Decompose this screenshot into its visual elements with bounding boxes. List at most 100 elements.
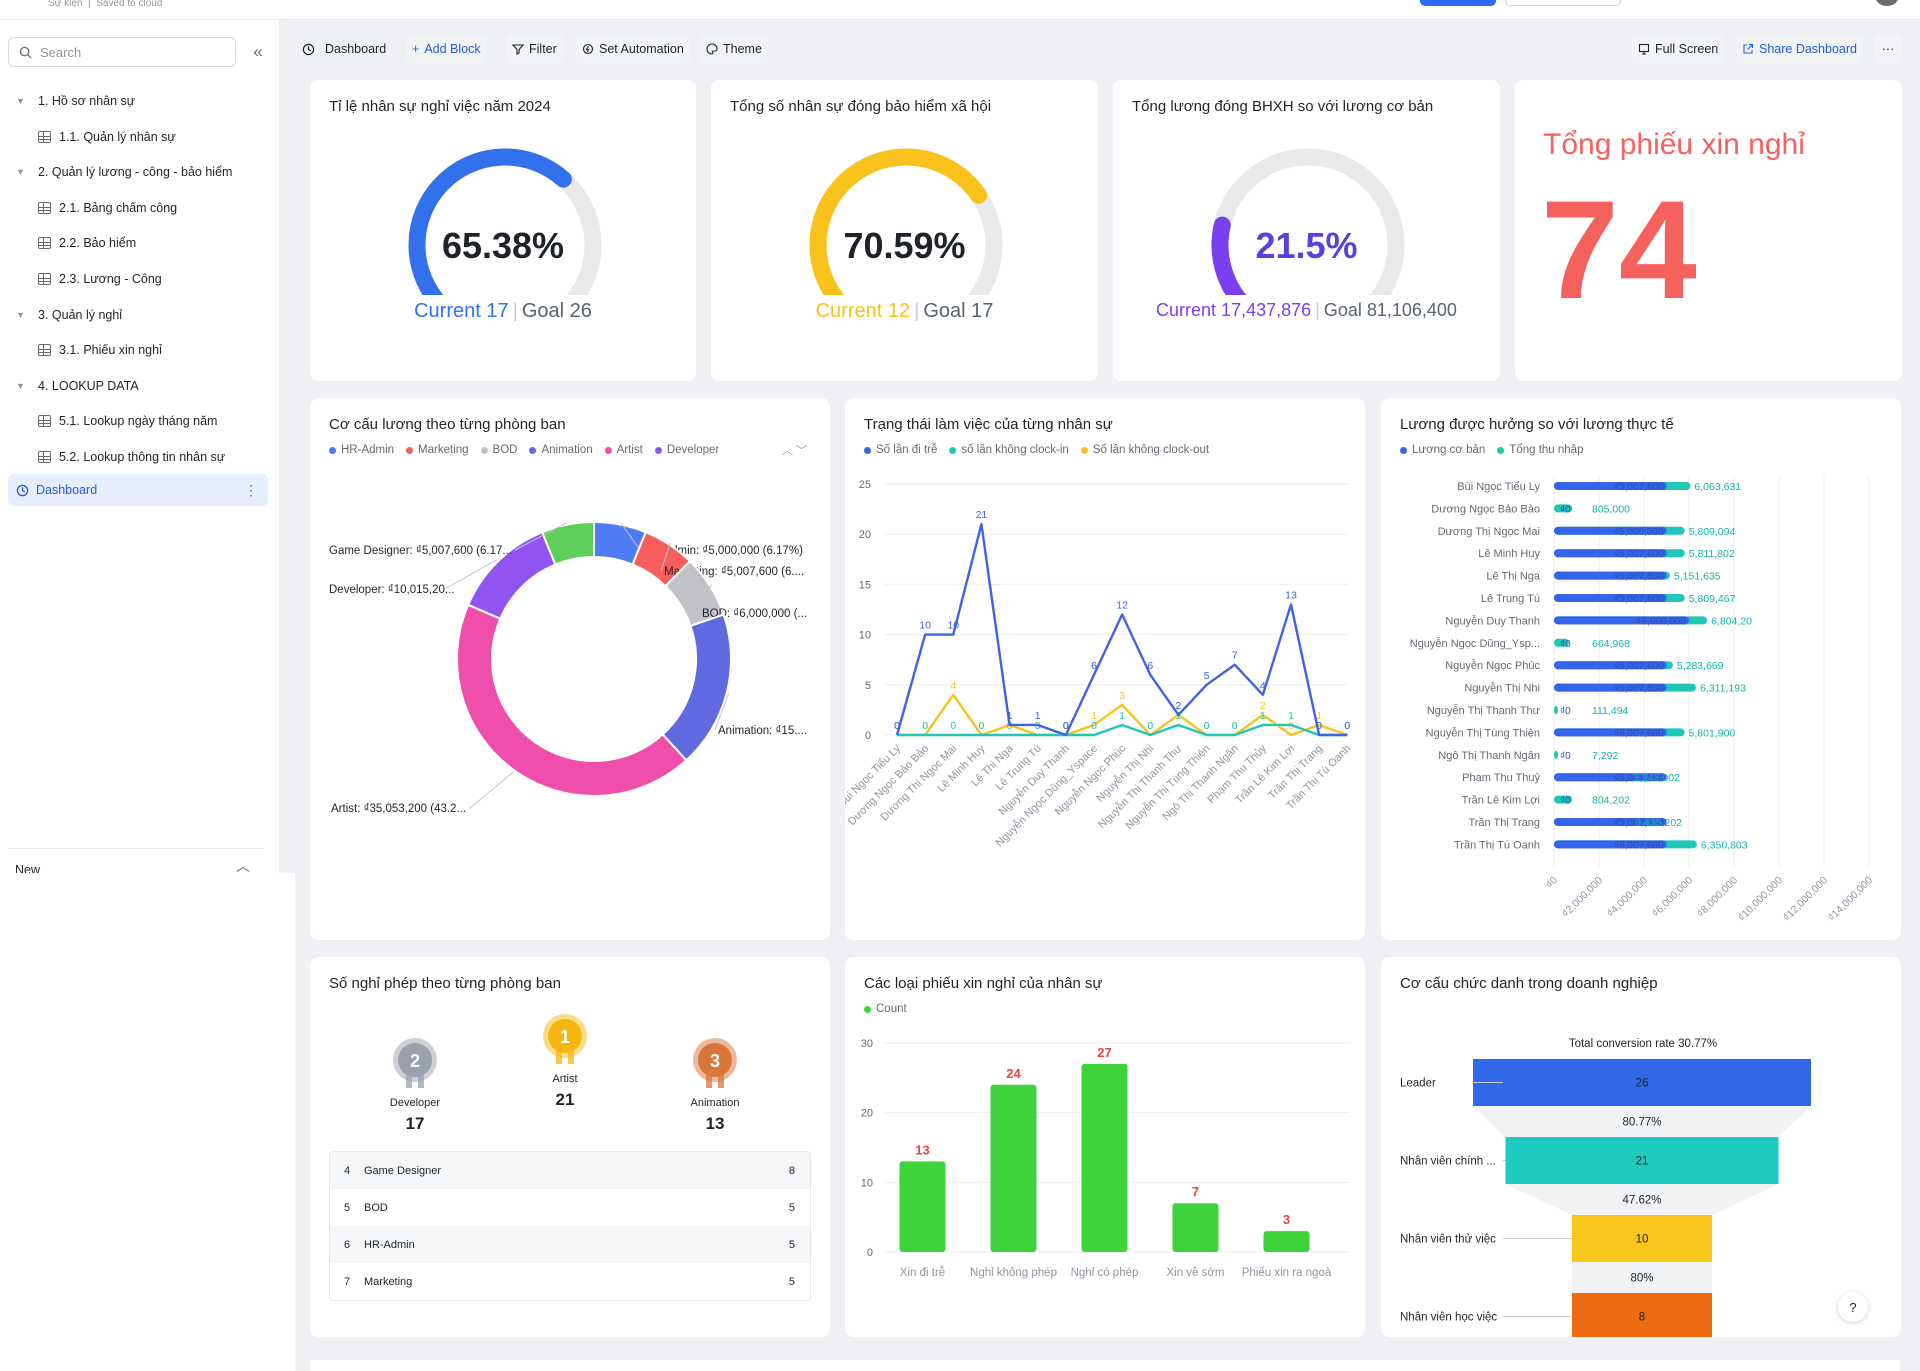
help-icon[interactable]: ?: [1838, 1292, 1868, 1322]
sidebar-item[interactable]: 3.1. Phiếu xin nghỉ: [38, 335, 162, 365]
avatar[interactable]: [1876, 0, 1898, 6]
table-row[interactable]: 7 Marketing 5: [330, 1263, 810, 1300]
sidebar-item-label: 5.2. Lookup thông tin nhân sự: [59, 450, 226, 464]
add-block-button[interactable]: + Add Block: [406, 34, 487, 64]
gauge-card-resignation[interactable]: Tỉ lệ nhân sự nghỉ việc năm 2024 65.38% …: [310, 80, 696, 381]
legend-item[interactable]: Marketing: [406, 444, 469, 456]
table-row[interactable]: 4 Game Designer 8: [330, 1152, 810, 1189]
sidebar-item-dashboard[interactable]: Dashboard ⋮: [8, 474, 268, 506]
podium-entry[interactable]: 3 Animation 13: [665, 1036, 765, 1146]
table-icon: [38, 344, 51, 357]
collapse-sidebar-icon[interactable]: «: [253, 42, 263, 61]
x-tick-label: ₫14,000,000: [1826, 874, 1876, 924]
bar-label-total: 3,343,002: [1633, 772, 1680, 784]
legend-item[interactable]: Animation: [529, 444, 593, 456]
leave-by-department-card[interactable]: Số nghỉ phép theo từng phòng ban 2 Develo…: [310, 957, 830, 1337]
gauge-card-insurance-count[interactable]: Tổng số nhân sự đóng bảo hiểm xã hội 70.…: [711, 80, 1098, 381]
y-tick-label: 20: [859, 529, 871, 541]
table-row[interactable]: 5 BOD 5: [330, 1189, 810, 1226]
full-screen-button[interactable]: Full Screen: [1632, 34, 1725, 64]
sidebar-item[interactable]: ▼ 1. Hồ sơ nhân sự: [16, 86, 135, 116]
bar-base-salary: [1554, 616, 1689, 625]
chevron-up-icon[interactable]: ︿: [236, 858, 250, 874]
data-label: 12: [1116, 600, 1128, 612]
funnel-stage: [1473, 1059, 1811, 1106]
sidebar-item-label: 5.1. Lookup ngày tháng năm: [59, 414, 218, 429]
data-label: 0: [894, 720, 900, 732]
legend-item[interactable]: Tổng thu nhập: [1497, 444, 1583, 456]
sidebar-item[interactable]: 2.2. Bảo hiểm: [38, 228, 136, 258]
sidebar-item-label: 1. Hồ sơ nhân sự: [38, 94, 136, 108]
legend-item[interactable]: Số lần đi trễ: [864, 444, 937, 456]
legend-item[interactable]: BOD: [480, 444, 517, 456]
search-box[interactable]: [8, 37, 236, 67]
legend-pager-icon[interactable]: ︿ ﹀: [782, 445, 808, 457]
caret-down-icon[interactable]: ▼: [16, 309, 25, 320]
sidebar-item[interactable]: ▼ 2. Quản lý lương - công - bảo hiểm: [16, 157, 232, 187]
caret-down-icon[interactable]: ▼: [16, 167, 25, 178]
legend-item[interactable]: số lần không clock-in: [949, 444, 1069, 456]
job-title-structure-card[interactable]: Cơ cấu chức danh trong doanh nghiệp Tota…: [1381, 957, 1901, 1337]
podium-entry[interactable]: 2 Developer 17: [365, 1036, 465, 1146]
theme-button[interactable]: Theme: [700, 34, 768, 64]
sidebar-item-label: 2. Quản lý lương - công - bảo hiểm: [38, 165, 233, 180]
data-label: 4: [950, 680, 956, 692]
data-label: 1: [1260, 710, 1266, 722]
legend-item[interactable]: Artist: [604, 444, 643, 456]
kpi-card-leave-tickets[interactable]: Tổng phiếu xin nghỉ 74: [1515, 80, 1902, 381]
bar-label-base: ₫5,007,600: [1614, 773, 1664, 784]
work-status-card[interactable]: Trạng thái làm việc của từng nhân sự Số …: [845, 398, 1365, 940]
caret-down-icon[interactable]: ▼: [16, 380, 25, 391]
data-label: 10: [947, 620, 959, 632]
legend-item[interactable]: Developer: [654, 444, 719, 456]
funnel-connector: [1473, 1106, 1811, 1137]
row-name: Game Designer: [364, 1164, 442, 1177]
donut-slice: [661, 613, 732, 762]
sidebar-item[interactable]: 1.1. Quản lý nhân sự: [38, 122, 176, 152]
caret-down-icon[interactable]: ▼: [16, 96, 25, 106]
x-tick-label: Phiếu xin ra ngoà: [1242, 1267, 1332, 1279]
set-automation-button[interactable]: Set Automation: [576, 34, 690, 64]
podium-value: 17: [405, 1114, 425, 1133]
sidebar-item[interactable]: 5.2. Lookup thông tin nhân sự: [38, 442, 225, 472]
x-tick-label: ₫8,000,000: [1695, 874, 1740, 919]
y-tick-label: 20: [861, 1108, 873, 1120]
search-input[interactable]: [40, 44, 220, 60]
secondary-button[interactable]: [1505, 0, 1621, 6]
leave-types-card[interactable]: Các loại phiếu xin nghỉ của nhân sự Coun…: [845, 957, 1365, 1337]
share-dashboard-button[interactable]: Share Dashboard: [1736, 34, 1863, 64]
salary-compare-card[interactable]: Lương được hưởng so với lương thực tế Lư…: [1381, 398, 1901, 940]
gauge-value: 70.59%: [843, 225, 966, 266]
filter-button[interactable]: Filter: [506, 34, 563, 64]
share-icon: [1743, 43, 1754, 54]
x-tick-label: ₫12,000,000: [1781, 874, 1831, 924]
data-label: 0: [922, 720, 928, 732]
data-label: 21: [976, 509, 988, 521]
sidebar-item[interactable]: 2.3. Lương - Công: [38, 264, 162, 294]
sidebar-item[interactable]: ▼ 4. LOOKUP DATA: [16, 371, 139, 401]
bar-value-label: 27: [1097, 1045, 1111, 1060]
bar-base-salary: [1554, 773, 1667, 782]
bar-base-salary: [1554, 526, 1667, 535]
bar-base-salary: [1554, 818, 1667, 826]
dashboard-icon: [302, 43, 315, 55]
table-row[interactable]: 6 HR-Admin 5: [330, 1226, 810, 1263]
legend-item[interactable]: Lương cơ bản: [1400, 444, 1485, 456]
sidebar-item[interactable]: 2.1. Bảng chấm công: [38, 193, 177, 223]
primary-button[interactable]: [1420, 0, 1496, 6]
bar-label-total: 804,202: [1592, 795, 1630, 807]
podium-entry[interactable]: 1 Artist 21: [515, 1012, 615, 1122]
leader-line: [697, 584, 713, 614]
salary-structure-card[interactable]: Cơ cấu lương theo từng phòng ban HR-Admi…: [310, 398, 830, 940]
dashboard-tab[interactable]: Dashboard: [296, 34, 392, 64]
search-icon: [19, 46, 32, 59]
more-options-icon[interactable]: ···: [1874, 34, 1902, 64]
more-icon[interactable]: ⋮: [244, 481, 258, 498]
gauge-card-insurance-salary[interactable]: Tổng lương đóng BHXH so với lương cơ bản…: [1113, 80, 1500, 381]
sidebar-item[interactable]: 5.1. Lookup ngày tháng năm: [38, 406, 217, 436]
legend-item[interactable]: HR-Admin: [329, 444, 394, 456]
sidebar-item[interactable]: ▼ 3. Quản lý nghỉ: [16, 300, 122, 330]
legend-item[interactable]: Số lần không clock-out: [1080, 444, 1209, 456]
funnel-stage: [1572, 1293, 1712, 1337]
chart-legend: Lương cơ bản Tổng thu nhập: [1400, 444, 1583, 456]
